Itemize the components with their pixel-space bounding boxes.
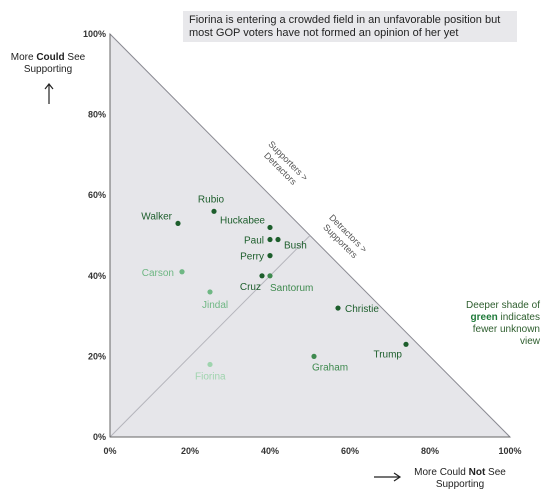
plot-area: [109, 32, 512, 438]
x-tick-label: 60%: [341, 446, 359, 456]
x-tick-label: 100%: [498, 446, 521, 456]
point-label-jindal: Jindal: [202, 300, 228, 311]
point-label-perry: Perry: [240, 252, 264, 263]
shade-note-part-1: Deeper shade of: [466, 300, 540, 311]
point-label-paul: Paul: [244, 236, 264, 247]
point-paul: [267, 236, 273, 243]
shade-note-green-word: green: [470, 312, 498, 323]
axis-ticks: 0% 20% 40% 60% 80% 100% 0% 20% 40% 60% 80% 100%: [83, 29, 522, 456]
x-axis-label-emphasis: Not: [468, 467, 486, 478]
y-tick-label: 80%: [88, 110, 106, 120]
region-label-supporters: Supporters >Detractors: [259, 139, 310, 190]
point-cruz: [259, 273, 265, 279]
arrow-up-icon: [44, 83, 54, 104]
y-tick-label: 60%: [88, 190, 106, 200]
x-tick-label: 0%: [103, 446, 116, 456]
point-graham: [311, 353, 317, 359]
y-axis-label-part-3: See Supporting: [23, 52, 86, 75]
point-jindal: [207, 289, 213, 295]
point-label-huckabee: Huckabee: [220, 215, 265, 226]
data-points: Walker Rubio Huckabee Paul Bush Perry Carson Cr…: [141, 194, 409, 382]
shade-legend-note: Deeper shade of green indicates fewer un…: [458, 300, 540, 348]
y-tick-label: 20%: [88, 351, 106, 361]
x-tick-label: 40%: [261, 446, 279, 456]
point-huckabee: [267, 224, 273, 231]
shade-note-part-3: indicates fewer unknown view: [472, 312, 540, 347]
x-tick-label: 20%: [181, 446, 199, 456]
y-tick-label: 0%: [93, 432, 106, 442]
point-label-carson: Carson: [142, 268, 174, 279]
point-label-santorum: Santorum: [270, 283, 313, 294]
y-axis-label-part-1: More: [10, 52, 37, 63]
x-axis-label: More Could Not See Supporting: [400, 467, 520, 491]
point-carson: [179, 269, 185, 275]
annotation-title: Fiorina is entering a crowded field in a…: [183, 11, 517, 42]
point-rubio: [211, 208, 217, 214]
point-label-christie: Christie: [345, 304, 379, 315]
x-axis-label-part-3: See Supporting: [435, 467, 506, 490]
point-label-trump: Trump: [373, 349, 402, 360]
y-tick-label: 40%: [88, 271, 106, 281]
point-label-bush: Bush: [284, 241, 307, 252]
point-santorum: [267, 273, 273, 279]
point-label-graham: Graham: [312, 362, 348, 373]
x-axis-label-part-1: More Could: [414, 467, 469, 478]
point-label-rubio: Rubio: [198, 194, 225, 205]
y-axis-label: More Could See Supporting: [8, 52, 88, 76]
point-trump: [403, 341, 409, 347]
y-axis-label-emphasis: Could: [36, 52, 65, 63]
equal-support-line: [109, 235, 311, 438]
point-walker: [175, 220, 181, 227]
point-perry: [267, 253, 273, 259]
point-bush: [275, 236, 281, 243]
point-label-walker: Walker: [141, 211, 172, 222]
arrow-right-icon: [374, 472, 402, 482]
point-label-cruz: Cruz: [240, 282, 261, 293]
y-tick-label: 100%: [83, 29, 106, 39]
point-fiorina: [207, 361, 213, 368]
point-label-fiorina: Fiorina: [195, 371, 226, 382]
point-christie: [335, 305, 341, 311]
x-tick-label: 80%: [421, 446, 439, 456]
